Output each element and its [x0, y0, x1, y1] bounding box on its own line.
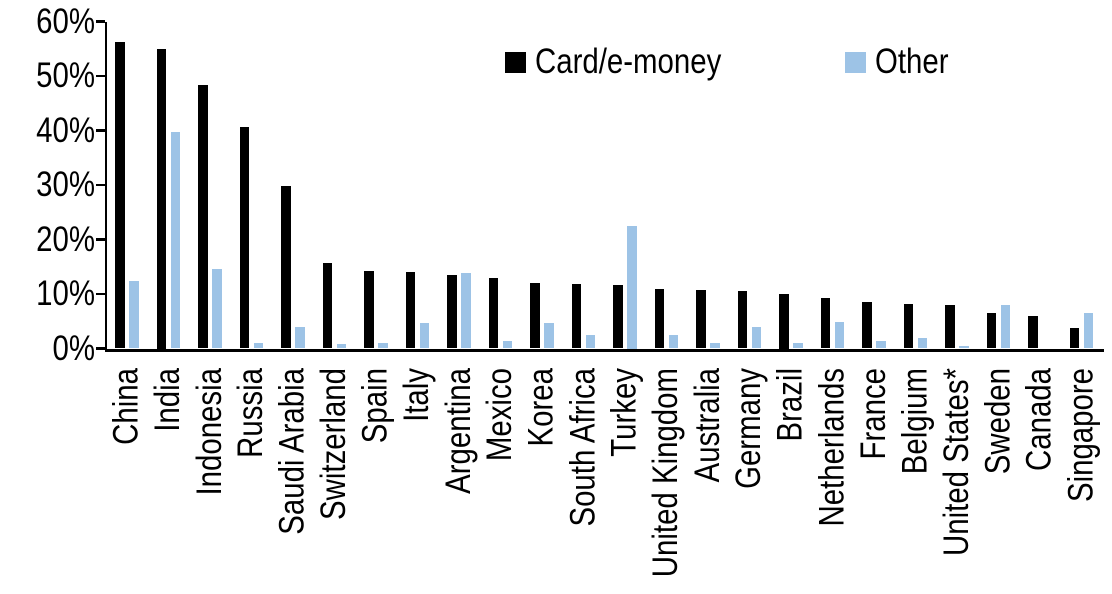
legend-swatch-other: [844, 51, 866, 73]
bar-other-turkey: [627, 225, 637, 349]
bar-card-e-money-brazil: [779, 294, 789, 349]
category-label-australia: Australia: [687, 368, 727, 483]
y-axis-tick: [96, 129, 105, 132]
category-label-brazil: Brazil: [770, 368, 810, 442]
category-label-korea: Korea: [521, 368, 561, 447]
bar-other-sweden: [1000, 304, 1011, 349]
bar-card-e-money-spain: [364, 271, 374, 349]
bar-card-e-money-russia: [239, 127, 250, 349]
category-label-italy: Italy: [397, 368, 437, 422]
bar-other-saudi-arabia: [295, 327, 305, 349]
y-axis-tick-label: 50%: [36, 56, 95, 95]
category-label-indonesia: Indonesia: [189, 368, 229, 496]
bar-card-e-money-south-africa: [571, 283, 582, 349]
bar-card-e-money-argentina: [447, 275, 457, 349]
bar-card-e-money-switzerland: [322, 263, 333, 349]
legend: Card/e-money Other: [505, 40, 962, 84]
bar-card-e-money-korea: [530, 282, 540, 349]
bar-other-russia: [253, 343, 264, 349]
bar-other-netherlands: [834, 322, 845, 349]
bar-other-united-states: [959, 346, 969, 349]
bar-card-e-money-australia: [696, 289, 706, 349]
bar-card-e-money-germany: [737, 290, 748, 349]
bar-other-italy: [419, 322, 430, 349]
category-label-argentina: Argentina: [438, 368, 478, 494]
bar-card-e-money-china: [115, 41, 125, 349]
category-label-united-kingdom: United Kingdom: [646, 368, 686, 578]
x-axis-line: [104, 348, 1104, 352]
category-label-saudi-arabia: Saudi Arabia: [272, 368, 312, 535]
legend-label-card-e-money: Card/e-money: [535, 42, 722, 81]
bar-card-e-money-italy: [405, 271, 416, 349]
bar-other-brazil: [793, 342, 803, 349]
bar-card-e-money-netherlands: [820, 298, 831, 349]
y-axis-tick: [96, 74, 105, 78]
category-label-south-africa: South Africa: [563, 368, 603, 527]
y-axis-tick-label: 40%: [36, 110, 95, 150]
category-label-sweden: Sweden: [978, 368, 1018, 475]
category-label-germany: Germany: [729, 368, 769, 489]
bar-other-singapore: [1083, 312, 1094, 349]
bar-card-e-money-united-states: [945, 305, 955, 349]
bar-other-mexico: [502, 341, 513, 349]
category-label-india: India: [148, 368, 188, 432]
category-label-united-states: United States*: [936, 368, 976, 556]
y-axis-tick-label: 0%: [52, 328, 95, 368]
y-axis-tick: [96, 20, 105, 23]
bar-card-e-money-india: [156, 48, 167, 349]
category-label-switzerland: Switzerland: [314, 368, 354, 520]
y-axis-tick-label: 10%: [36, 274, 95, 313]
bar-card-e-money-belgium: [903, 304, 914, 349]
bar-card-e-money-united-kingdom: [654, 288, 665, 349]
category-label-russia: Russia: [231, 368, 271, 458]
legend-swatch-card-e-money: [505, 51, 526, 73]
bar-other-belgium: [917, 337, 928, 349]
bar-other-indonesia: [212, 269, 222, 349]
category-label-china: China: [106, 368, 146, 445]
y-axis-tick: [96, 238, 105, 241]
bar-card-e-money-singapore: [1069, 327, 1080, 349]
bar-card-e-money-saudi-arabia: [281, 186, 291, 349]
bar-card-e-money-indonesia: [198, 85, 208, 349]
category-label-france: France: [853, 368, 893, 460]
bar-card-e-money-turkey: [613, 285, 623, 349]
bar-card-e-money-canada: [1028, 316, 1038, 349]
category-label-spain: Spain: [355, 368, 395, 444]
bar-card-e-money-france: [862, 301, 872, 349]
y-axis-tick: [96, 292, 105, 296]
bar-other-australia: [710, 343, 720, 349]
bar-card-e-money-mexico: [488, 278, 499, 349]
bar-other-south-africa: [585, 335, 596, 349]
y-axis-tick-label: 20%: [36, 219, 95, 259]
y-axis-tick: [96, 183, 105, 187]
category-label-mexico: Mexico: [480, 368, 520, 462]
bar-other-united-kingdom: [668, 335, 679, 349]
y-axis-line: [104, 21, 107, 351]
y-axis-tick-label: 30%: [36, 165, 95, 204]
bar-other-india: [170, 131, 181, 349]
bar-other-spain: [378, 343, 388, 349]
bar-other-argentina: [461, 273, 471, 349]
category-label-singapore: Singapore: [1061, 368, 1101, 503]
bar-other-korea: [544, 322, 554, 349]
legend-label-other: Other: [874, 42, 949, 81]
bar-other-switzerland: [336, 344, 347, 349]
bar-card-e-money-sweden: [986, 313, 997, 349]
y-axis-tick-label: 60%: [36, 1, 95, 41]
bar-other-france: [876, 340, 886, 349]
bar-other-germany: [751, 327, 762, 349]
category-label-netherlands: Netherlands: [812, 368, 852, 527]
bar-other-china: [129, 281, 139, 349]
category-label-canada: Canada: [1019, 368, 1059, 471]
y-axis-tick: [96, 347, 105, 350]
category-label-turkey: Turkey: [604, 368, 644, 457]
category-label-belgium: Belgium: [895, 368, 935, 475]
